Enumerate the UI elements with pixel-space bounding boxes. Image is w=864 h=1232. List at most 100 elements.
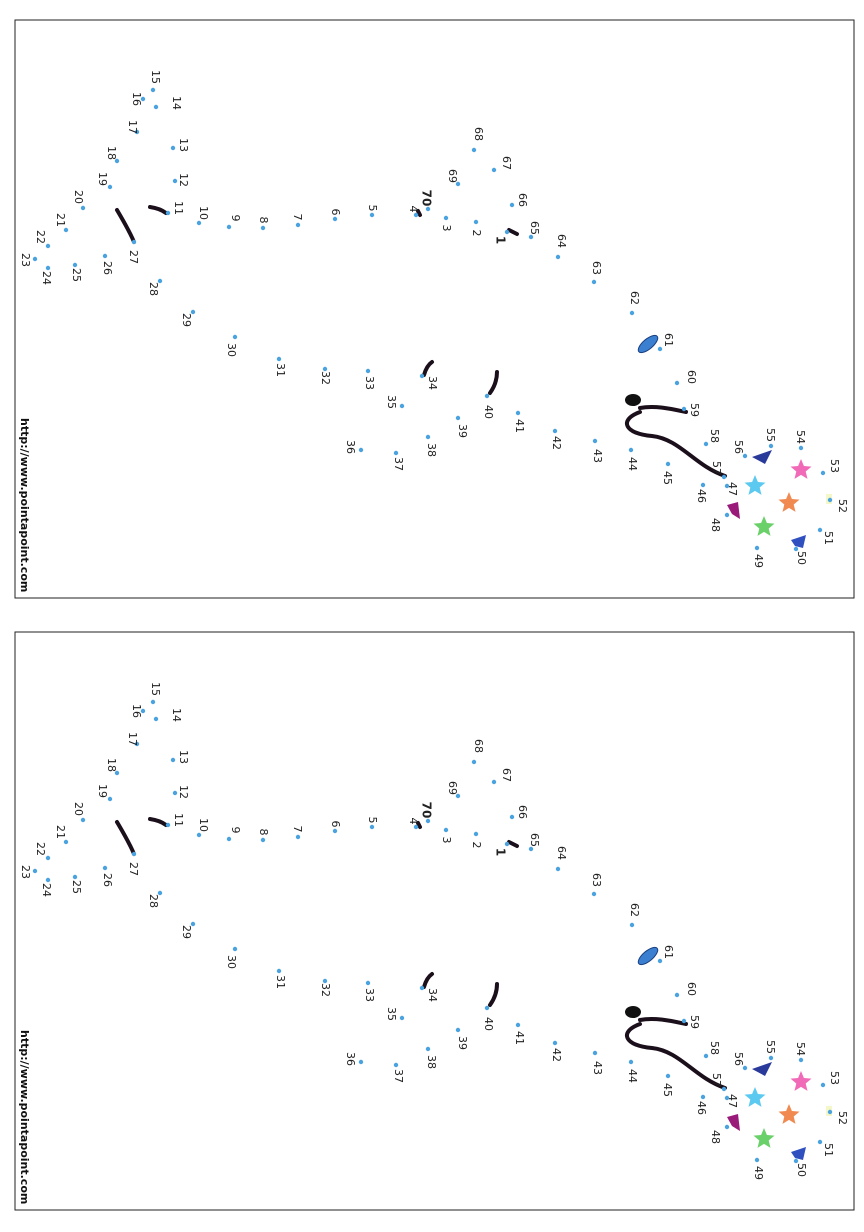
dot-label: 6	[329, 209, 342, 216]
dot	[754, 1157, 760, 1163]
dot	[190, 309, 196, 315]
dot	[700, 1094, 706, 1100]
dot-label: 1	[494, 848, 508, 856]
dot	[700, 482, 706, 488]
dot-label: 42	[550, 436, 563, 450]
star	[744, 1087, 766, 1107]
dot-label: 10	[197, 206, 210, 220]
dot-label: 68	[472, 127, 485, 141]
dot-label: 20	[72, 190, 85, 204]
dot-label: 13	[177, 750, 190, 764]
dot-label: 48	[709, 518, 722, 532]
dot-label: 35	[385, 1007, 398, 1021]
dot-label: 28	[147, 894, 160, 908]
dot	[591, 279, 597, 285]
dot	[443, 827, 449, 833]
dot-label: 12	[177, 785, 190, 799]
dot	[509, 202, 515, 208]
bubble	[637, 334, 659, 354]
dot	[157, 278, 163, 284]
dot-label: 59	[688, 403, 701, 417]
dot-label: 25	[70, 880, 83, 894]
dot	[413, 212, 419, 218]
dot	[820, 470, 826, 476]
fin	[727, 502, 740, 519]
panel-border	[14, 19, 855, 599]
outline-stroke	[422, 972, 434, 989]
dot	[196, 220, 202, 226]
dot-label: 19	[96, 172, 109, 186]
dot-label: 43	[591, 449, 604, 463]
dot-label: 16	[130, 92, 143, 106]
dot	[455, 415, 461, 421]
dot-label: 65	[528, 221, 541, 235]
dot	[365, 368, 371, 374]
dot-label: 33	[363, 376, 376, 390]
dot	[369, 212, 375, 218]
dot	[80, 817, 86, 823]
dot	[703, 441, 709, 447]
dot-label: 46	[695, 489, 708, 503]
dot-label: 51	[822, 1143, 835, 1157]
dot-label: 3	[440, 837, 453, 844]
dot	[754, 545, 760, 551]
star	[744, 475, 766, 495]
star	[790, 459, 812, 479]
dot-label: 70	[420, 802, 434, 819]
dot-label: 5	[366, 817, 379, 824]
dot-label: 37	[392, 1069, 405, 1083]
dot	[72, 262, 78, 268]
dot	[226, 836, 232, 842]
dot-label: 5	[366, 205, 379, 212]
dot	[157, 890, 163, 896]
dot	[150, 699, 156, 705]
dot	[393, 450, 399, 456]
dot-label: 21	[54, 213, 67, 227]
dot-label: 38	[425, 1055, 438, 1069]
dot	[332, 216, 338, 222]
dot-label: 11	[172, 201, 185, 215]
dot	[798, 445, 804, 451]
dot	[798, 1057, 804, 1063]
dot	[471, 147, 477, 153]
dot-label: 64	[555, 234, 568, 248]
dot	[140, 708, 146, 714]
dot	[45, 243, 51, 249]
dot	[721, 1086, 727, 1092]
dot-label: 27	[127, 862, 140, 876]
dot	[140, 96, 146, 102]
dot	[528, 234, 534, 240]
dot	[515, 410, 521, 416]
dot-label: 63	[590, 873, 603, 887]
dot	[232, 946, 238, 952]
dot	[369, 824, 375, 830]
dot	[114, 770, 120, 776]
dot-label: 55	[764, 1040, 777, 1054]
dot	[190, 921, 196, 927]
dot	[172, 178, 178, 184]
dot	[260, 225, 266, 231]
dot-label: 70	[420, 190, 434, 207]
dot	[768, 443, 774, 449]
dot	[419, 985, 425, 991]
dot-label: 48	[709, 1130, 722, 1144]
dot-label: 3	[440, 225, 453, 232]
dot-label: 59	[688, 1015, 701, 1029]
dot-label: 42	[550, 1048, 563, 1062]
dot	[276, 968, 282, 974]
fin	[791, 535, 806, 548]
dot-label: 40	[482, 1017, 495, 1031]
dot	[32, 256, 38, 262]
dot-label: 15	[149, 70, 162, 84]
eye	[625, 1006, 641, 1018]
dot	[107, 796, 113, 802]
dot-label: 13	[177, 138, 190, 152]
dot-label: 66	[516, 193, 529, 207]
dot	[817, 527, 823, 533]
dot-label: 44	[626, 457, 639, 471]
dot	[425, 818, 431, 824]
dot	[425, 434, 431, 440]
dot-label: 50	[795, 1163, 808, 1177]
dot	[674, 992, 680, 998]
